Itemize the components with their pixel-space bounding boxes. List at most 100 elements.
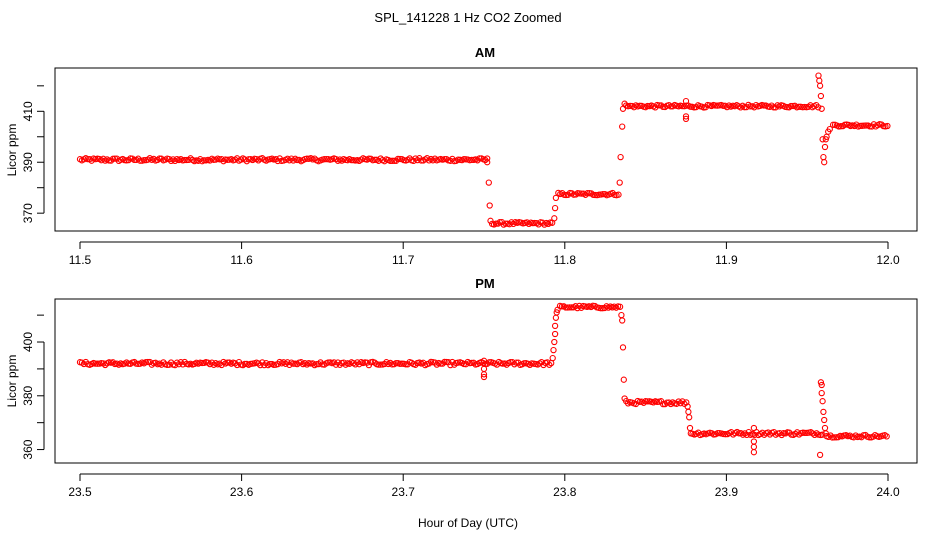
am-segment-0-point: [181, 156, 188, 164]
am-x-tick-label: 11.9: [715, 253, 738, 267]
am-data-point: [619, 123, 626, 130]
pm-plot-frame: [54, 298, 918, 464]
am-plot-frame: [54, 67, 918, 232]
am-segment-0-point: [447, 157, 454, 164]
am-segment-0-point: [348, 156, 355, 164]
pm-data-point: [822, 430, 829, 437]
am-x-tick-label: 12.0: [876, 253, 900, 267]
pm-data-point: [554, 306, 561, 313]
pm-segment-2-point: [677, 400, 684, 407]
am-segment-3-point: [795, 103, 802, 110]
pm-data-point: [821, 416, 828, 424]
pm-x-axis: 23.5 23.6 23.7 23.8 23.9 24.0: [68, 473, 900, 499]
am-segment-4-point: [862, 122, 870, 129]
pm-segment-1-point: [578, 304, 585, 311]
am-x-tick-label: 11.7: [392, 253, 415, 267]
am-data-point: [487, 217, 494, 224]
pm-segment-1-point: [572, 303, 579, 310]
pm-data-point: [620, 376, 627, 383]
pm-segment-0-point: [263, 360, 270, 367]
am-data-point: [826, 125, 833, 133]
am-data-point: [821, 143, 829, 151]
pm-segment-1-point: [601, 304, 608, 312]
am-segment-4-point: [837, 123, 844, 130]
pm-data-point: [551, 322, 559, 330]
am-segment-0-point: [484, 155, 491, 162]
pm-data-point: [618, 311, 625, 319]
am-data-point: [817, 92, 825, 100]
pm-data-point: [818, 381, 825, 389]
pm-data-point: [750, 443, 758, 451]
pm-segment-0-point: [255, 360, 262, 367]
am-segment-1-point: [539, 219, 546, 226]
am-data-point: [682, 115, 690, 123]
am-y-tick-label: 410: [21, 101, 35, 121]
am-segment-3-point: [656, 102, 663, 109]
am-segment-0-point: [288, 155, 295, 162]
pm-data-point: [480, 373, 488, 381]
am-segment-4-point: [884, 122, 891, 130]
am-segment-0-point: [220, 158, 227, 165]
pm-segment-0-point: [290, 360, 297, 367]
pm-segment-2-point: [644, 398, 651, 405]
pm-data-point: [553, 309, 560, 316]
pm-x-tick-label: 24.0: [876, 485, 900, 499]
am-segment-3-point: [760, 102, 768, 109]
am-data-point: [616, 179, 623, 186]
pm-segment-0-point: [383, 359, 390, 366]
pm-data-point: [817, 379, 825, 386]
am-segment-0-point: [332, 155, 340, 163]
pm-y-axis-label: Licor ppm: [5, 355, 19, 408]
am-segment-2-point: [584, 190, 591, 197]
am-data-point: [816, 82, 824, 89]
am-segment-0-point: [272, 155, 280, 163]
am-data-point: [821, 159, 828, 166]
pm-segment-0-point: [354, 359, 361, 366]
am-y-axis: 370 390 410: [21, 85, 45, 223]
pm-segment-0-point: [92, 360, 99, 367]
pm-x-tick-label: 23.7: [392, 485, 416, 499]
am-segment-4-point: [829, 121, 837, 128]
am-x-tick-label: 11.5: [69, 253, 92, 267]
am-data-point: [551, 204, 559, 212]
pm-points-group: [76, 302, 890, 459]
pm-x-tick-label: 23.8: [553, 485, 577, 499]
am-data-point: [617, 153, 624, 161]
pm-data-point: [686, 424, 694, 432]
pm-segment-0-point: [546, 361, 553, 368]
am-segment-3-point: [644, 102, 651, 110]
am-segment-3-point: [683, 102, 690, 109]
am-segment-3-point: [720, 102, 727, 109]
pm-segment-0-point: [375, 361, 382, 368]
am-segment-0-point: [371, 156, 378, 163]
am-data-point: [818, 105, 825, 112]
pm-data-point: [750, 424, 758, 432]
pm-segment-0-point: [313, 360, 320, 368]
am-segment-0-point: [389, 157, 396, 164]
pm-segment-0-point: [241, 360, 248, 368]
pm-data-point: [687, 430, 694, 437]
am-segment-0-point: [381, 158, 388, 165]
am-y-axis-label: Licor ppm: [5, 124, 19, 177]
am-data-point: [485, 179, 492, 186]
am-y-tick-label: 390: [21, 152, 35, 172]
pm-segment-0-point: [381, 360, 388, 368]
pm-y-tick-label: 360: [21, 439, 35, 459]
am-segment-0-point: [394, 155, 402, 163]
pm-segment-4-point: [883, 433, 890, 440]
am-segment-0-point: [468, 156, 475, 164]
am-data-point: [621, 100, 628, 107]
pm-data-point: [818, 389, 825, 397]
pm-segment-3-point: [714, 429, 721, 437]
pm-segment-2-point: [663, 399, 671, 406]
pm-segment-0-point: [309, 360, 316, 367]
pm-data-point: [820, 408, 827, 416]
pm-segment-0-point: [470, 359, 477, 366]
pm-segment-0-point: [437, 360, 444, 367]
pm-data-point: [551, 330, 559, 338]
pm-segment-3-point: [722, 431, 729, 438]
pm-segment-4-point: [831, 434, 838, 441]
figure-title: SPL_141228 1 Hz CO2 Zoomed: [374, 10, 561, 25]
am-segment-1-point: [492, 220, 500, 227]
pm-data-point: [549, 354, 556, 362]
